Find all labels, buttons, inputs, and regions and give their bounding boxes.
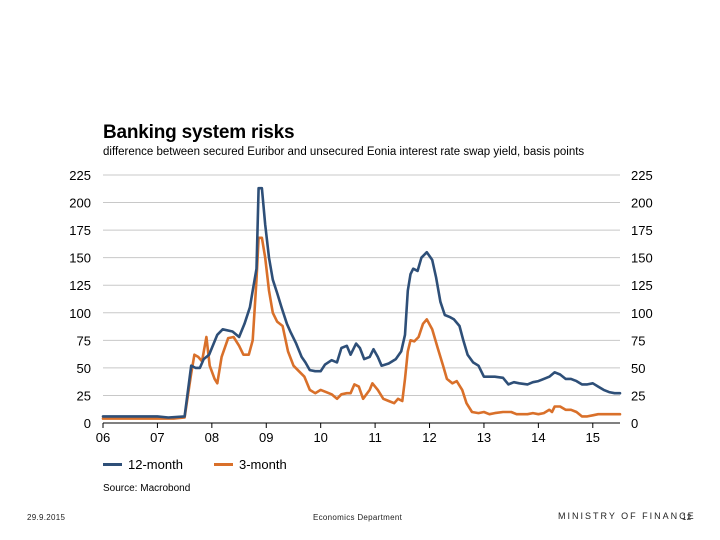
- chart-source: Source: Macrobond: [103, 483, 191, 494]
- y-tick-label-right: 125: [631, 278, 653, 293]
- y-tick-label-left: 75: [77, 333, 91, 348]
- series-line-12-month: [101, 186, 622, 419]
- footer-organization: MINISTRY OF FINANCE: [558, 511, 696, 521]
- y-tick-label-left: 150: [69, 251, 91, 266]
- footer-department: Economics Department: [313, 513, 403, 522]
- x-tick-label: 12: [422, 430, 436, 445]
- chart-subtitle: difference between secured Euribor and u…: [103, 146, 585, 158]
- y-tick-label-left: 225: [69, 168, 91, 183]
- x-tick-label: 09: [259, 430, 273, 445]
- legend-swatch-12-month: [103, 463, 122, 466]
- y-tick-label-left: 0: [84, 416, 91, 431]
- x-tick-label: 11: [368, 430, 382, 445]
- y-tick-label-left: 200: [69, 196, 91, 211]
- y-tick-label-right: 50: [631, 361, 645, 376]
- y-tick-label-right: 150: [631, 251, 653, 266]
- y-tick-label-right: 25: [631, 388, 645, 403]
- y-tick-label-right: 175: [631, 223, 653, 238]
- legend-item-12-month: 12-month: [103, 457, 183, 472]
- x-tick-label: 13: [477, 430, 491, 445]
- x-tick-label: 08: [205, 430, 219, 445]
- footer-date: 29.9.2015: [27, 513, 66, 522]
- y-tick-label-left: 125: [69, 278, 91, 293]
- legend-swatch-3-month: [214, 463, 233, 466]
- y-tick-label-left: 175: [69, 223, 91, 238]
- legend-label-3-month: 3-month: [239, 457, 287, 472]
- legend-item-3-month: 3-month: [214, 457, 287, 472]
- x-tick-label: 06: [96, 430, 110, 445]
- y-tick-label-right: 225: [631, 168, 653, 183]
- x-tick-label: 14: [531, 430, 545, 445]
- y-tick-label-right: 200: [631, 196, 653, 211]
- y-tick-label-right: 0: [631, 416, 638, 431]
- y-tick-label-left: 25: [77, 388, 91, 403]
- x-tick-label: 15: [586, 430, 600, 445]
- footer-page-number: 12: [682, 513, 692, 522]
- chart-title: Banking system risks: [103, 122, 295, 143]
- y-tick-label-right: 75: [631, 333, 645, 348]
- legend-label-12-month: 12-month: [128, 457, 183, 472]
- x-tick-label: 07: [150, 430, 164, 445]
- y-tick-label-left: 50: [77, 361, 91, 376]
- y-tick-label-right: 100: [631, 306, 653, 321]
- x-tick-label: 10: [313, 430, 327, 445]
- series-line-3-month: [101, 236, 622, 420]
- y-tick-label-left: 100: [69, 306, 91, 321]
